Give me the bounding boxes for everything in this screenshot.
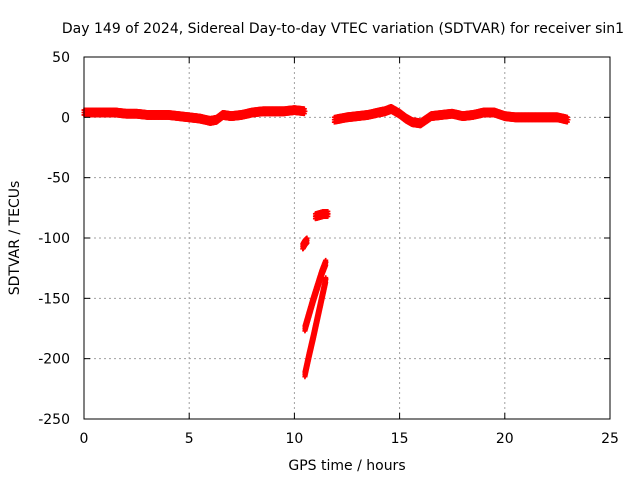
y-axis-label: SDTVAR / TECUs	[7, 181, 23, 296]
y-tick-label: 50	[52, 50, 70, 66]
y-tick-labels: 50 0 -50 -100 -150 -200 -250	[38, 50, 70, 428]
series-dropout-upper	[300, 235, 310, 252]
series-dropout-ramp-1	[302, 257, 329, 334]
x-tick-label: 25	[601, 431, 619, 447]
x-axis-label: GPS time / hours	[288, 458, 405, 474]
data-point	[325, 211, 331, 217]
x-tick-label: 20	[496, 431, 514, 447]
data-point	[565, 117, 571, 123]
data-points	[81, 103, 571, 380]
series-segment-2	[331, 103, 571, 129]
y-tick-label: -200	[38, 352, 70, 368]
y-tick-label: -150	[38, 291, 70, 307]
data-point	[323, 259, 329, 265]
data-point	[304, 237, 310, 243]
chart-title: Day 149 of 2024, Sidereal Day-to-day VTE…	[62, 21, 624, 37]
x-tick-labels: 0 5 10 15 20 25	[80, 431, 619, 447]
y-tick-label: 0	[61, 110, 70, 126]
x-tick-label: 10	[285, 431, 303, 447]
series-dropout-ramp-2	[302, 275, 329, 380]
data-point	[302, 108, 308, 114]
y-tick-label: -100	[38, 231, 70, 247]
x-tick-label: 5	[185, 431, 194, 447]
y-tick-label: -50	[47, 171, 70, 187]
series-segment-1	[81, 105, 308, 126]
series-dropout-plateau	[312, 208, 331, 222]
y-tick-label: -250	[38, 412, 70, 428]
x-tick-label: 0	[80, 431, 89, 447]
x-tick-label: 15	[391, 431, 409, 447]
tick-marks	[83, 56, 611, 420]
data-point	[323, 276, 329, 282]
